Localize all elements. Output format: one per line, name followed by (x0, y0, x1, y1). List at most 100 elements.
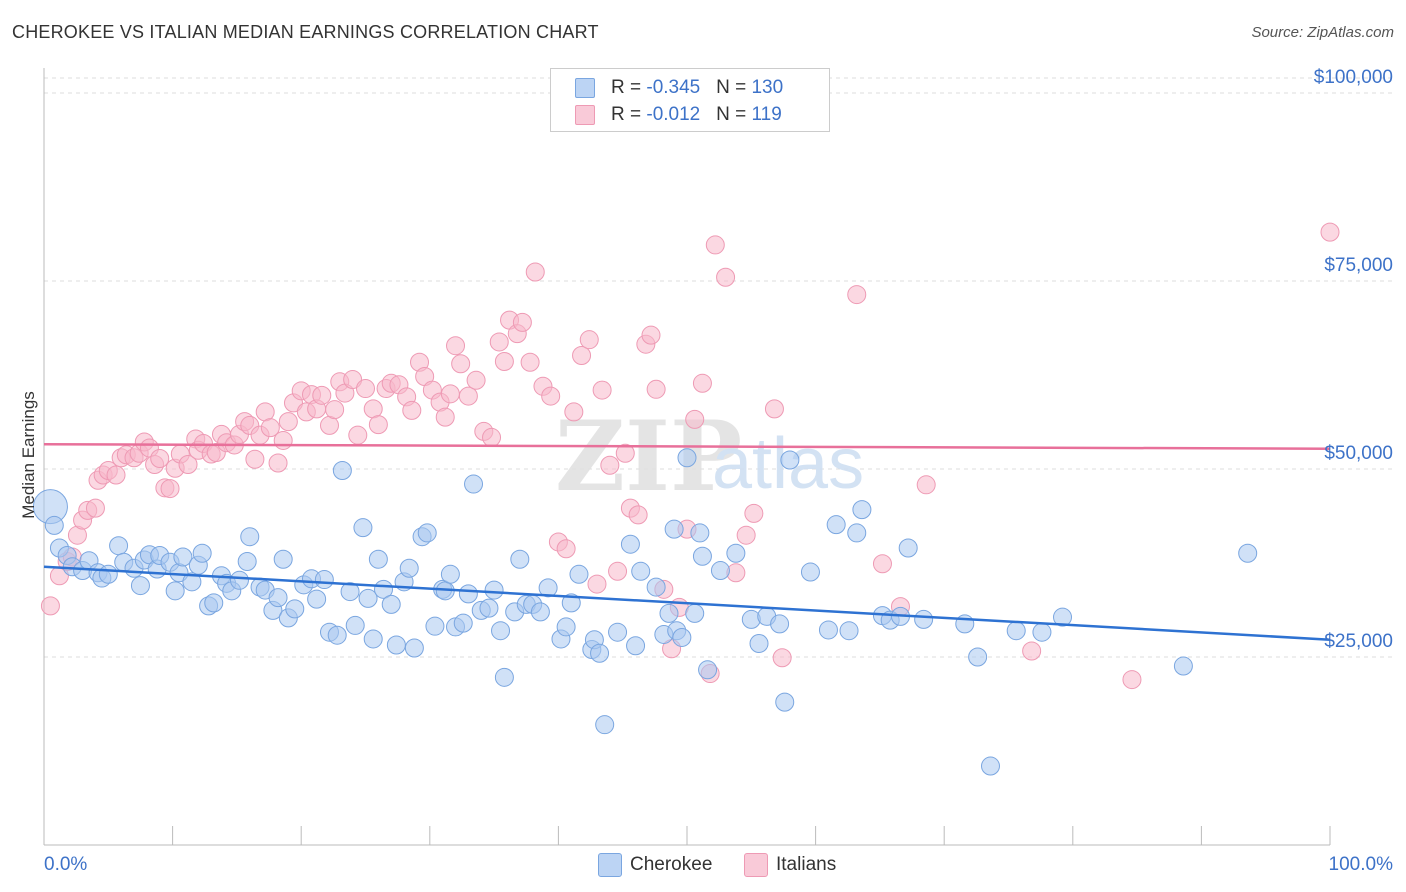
trend-lines (43, 442, 1331, 641)
y-tick-label: $25,000 (1324, 631, 1393, 652)
italians-point (592, 380, 612, 400)
italians-point (278, 412, 298, 432)
cherokee-point (595, 715, 615, 735)
cherokee-point (800, 562, 820, 582)
x-tick-label-start: 0.0% (44, 854, 87, 875)
cherokee-point (358, 588, 378, 608)
cherokee-point (237, 552, 257, 572)
italians-point (150, 448, 170, 468)
cherokee-trend-line (43, 565, 1331, 641)
cherokee-point (775, 692, 795, 712)
italians-point (744, 503, 764, 523)
italians-legend-swatch (744, 853, 768, 877)
italians-point (847, 285, 867, 305)
cherokee-point (345, 615, 365, 635)
cherokee-point (453, 613, 473, 633)
cherokee-point (399, 558, 419, 578)
cherokee-point (417, 523, 437, 543)
cherokee-point (44, 515, 64, 535)
cherokee-r-label: R = (611, 77, 647, 98)
cherokee-point (268, 588, 288, 608)
cherokee-point (898, 538, 918, 558)
italians-swatch (575, 105, 595, 125)
cherokee-point (631, 561, 651, 581)
cherokee-point (98, 564, 118, 584)
italians-point (556, 539, 576, 559)
italians-point (512, 312, 532, 332)
cherokee-swatch (575, 78, 595, 98)
italians-points (40, 222, 1340, 690)
italians-point (736, 525, 756, 545)
cherokee-point (780, 450, 800, 470)
cherokee-point (491, 621, 511, 641)
italians-point (489, 332, 509, 352)
italians-point (245, 449, 265, 469)
cherokee-point (852, 500, 872, 520)
italians-r-label: R = (611, 104, 647, 125)
cherokee-point (1006, 621, 1026, 641)
cherokee-point (510, 549, 530, 569)
cherokee-point (182, 572, 202, 592)
cherokee-point (826, 515, 846, 535)
italians-point (435, 407, 455, 427)
cherokee-point (353, 518, 373, 538)
cherokee-point (229, 570, 249, 590)
y-tick-label: $75,000 (1324, 255, 1393, 276)
cherokee-point (692, 546, 712, 566)
cherokee-point (538, 578, 558, 598)
y-tick-label: $100,000 (1314, 67, 1393, 88)
y-tick-label: $50,000 (1324, 443, 1393, 464)
cherokee-point (464, 474, 484, 494)
italians-point (525, 262, 545, 282)
cherokee-point (1053, 607, 1073, 627)
cherokee-n-label: N = (716, 77, 752, 98)
italians-point (368, 415, 388, 435)
cherokee-point (130, 576, 150, 596)
italians-point (641, 325, 661, 345)
italians-point (520, 352, 540, 372)
cherokee-point (710, 561, 730, 581)
cherokee-point (173, 547, 193, 567)
cherokee-point (484, 580, 504, 600)
italians-point (458, 386, 478, 406)
italians-point (494, 351, 514, 371)
cherokee-n-value: 130 (751, 77, 784, 98)
italians-point (343, 370, 363, 390)
cherokee-point (204, 593, 224, 613)
cherokee-point (307, 589, 327, 609)
italians-point (273, 430, 293, 450)
cherokee-legend-swatch (598, 853, 622, 877)
italians-point (1122, 670, 1142, 690)
italians-point (268, 453, 288, 473)
cherokee-point (770, 614, 790, 634)
cherokee-point (569, 564, 589, 584)
italians-point (451, 354, 471, 374)
source-label: Source: ZipAtlas.com (1251, 24, 1394, 41)
italians-point (628, 505, 648, 525)
chart-title: CHEROKEE VS ITALIAN MEDIAN EARNINGS CORR… (12, 22, 599, 42)
cherokee-point (741, 609, 761, 629)
cherokee-point (664, 519, 684, 539)
cherokee-point (381, 594, 401, 614)
cherokee-point (386, 635, 406, 655)
italians-n-label: N = (716, 104, 752, 125)
italians-point (440, 384, 460, 404)
italians-point (608, 561, 628, 581)
cherokee-point (968, 647, 988, 667)
italians-point (716, 267, 736, 287)
italians-point (178, 455, 198, 475)
cherokee-point (677, 448, 697, 468)
italians-point (325, 400, 345, 420)
cherokee-point (425, 616, 445, 636)
cherokee-point (363, 629, 383, 649)
correlation-legend: R = -0.345 N = 130 R = -0.012 N = 119 (550, 68, 830, 132)
italians-r-value: -0.012 (646, 104, 701, 125)
cherokee-point (285, 599, 305, 619)
italians-point (466, 370, 486, 390)
cherokee-point (646, 577, 666, 597)
watermark-zip: ZIP (555, 400, 742, 513)
cherokee-point (672, 627, 692, 647)
italians-trend-line (43, 442, 1331, 450)
cherokee-point (404, 638, 424, 658)
